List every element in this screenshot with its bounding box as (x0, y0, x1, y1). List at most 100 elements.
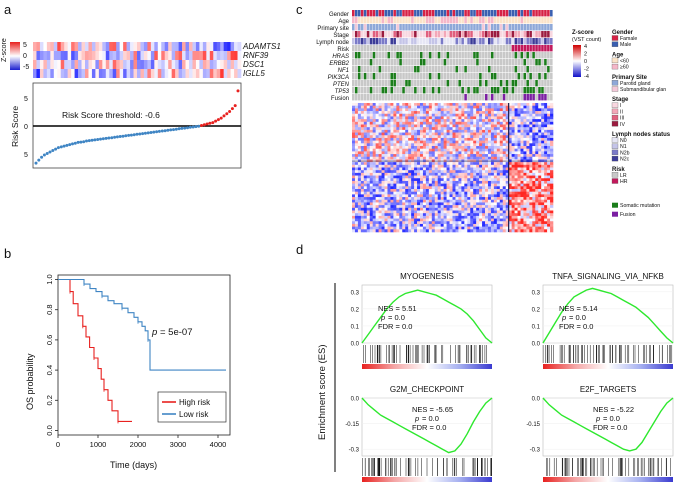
expression-cell (357, 127, 362, 131)
gsea-y-tick: 0.3 (351, 290, 360, 296)
expression-cell (461, 170, 465, 174)
expression-cell (502, 129, 507, 133)
expression-cell (393, 226, 397, 230)
expression-cell (352, 170, 356, 174)
annotation-cell (473, 17, 476, 24)
expression-cell (390, 143, 394, 147)
annotation-cell (479, 38, 482, 45)
expression-cell (517, 210, 521, 214)
expression-cell (419, 221, 424, 225)
gene-label-adamts1: ADAMTS1 (242, 42, 281, 51)
expression-cell (446, 137, 450, 141)
heat-cell (130, 69, 134, 78)
gsea-p-label: p (380, 313, 385, 322)
annotation-cell (393, 80, 396, 87)
expression-cell (482, 207, 486, 211)
expression-cell (508, 170, 512, 174)
expression-cell (529, 210, 533, 214)
expression-cell (517, 191, 521, 195)
annotation-cell (487, 45, 491, 52)
heat-cell (46, 42, 51, 51)
risk-score-dot (236, 89, 240, 93)
annotation-cell (390, 59, 393, 66)
expression-cell (470, 215, 474, 219)
expression-cell (399, 213, 403, 217)
annotation-cell (431, 31, 435, 38)
expression-cell (405, 199, 409, 203)
expression-cell (485, 143, 489, 147)
expression-cell (431, 127, 436, 131)
annotation-cell (443, 73, 447, 80)
expression-cell (352, 148, 356, 152)
annotation-cell (369, 17, 373, 24)
expression-cell (470, 103, 474, 106)
heat-cell (78, 42, 82, 51)
expression-cell (485, 124, 489, 128)
expression-cell (502, 170, 507, 174)
expression-cell (511, 197, 515, 201)
expression-cell (425, 113, 430, 117)
annotation-cell (529, 10, 532, 17)
annotation-cell (473, 10, 476, 17)
expression-cell (476, 194, 480, 198)
heat-cell (143, 69, 148, 78)
expression-cell (375, 175, 379, 179)
expression-cell (458, 215, 462, 219)
expression-cell (490, 156, 495, 160)
expression-cell (443, 175, 447, 179)
expression-cell (354, 210, 359, 214)
expression-cell (408, 197, 412, 201)
expression-cell (535, 129, 539, 133)
expression-cell (428, 108, 433, 112)
expression-cell (496, 129, 501, 133)
expression-cell (511, 164, 515, 168)
annotation-cell (387, 45, 391, 52)
expression-cell (529, 191, 533, 195)
panel-d-letter: d (296, 242, 303, 257)
expression-cell (422, 210, 427, 214)
expression-cell (538, 113, 542, 117)
annotation-cell (417, 24, 420, 31)
legend-item-label: Parotid gland (620, 81, 651, 87)
expression-cell (437, 191, 441, 195)
annotation-cell (493, 17, 497, 24)
expression-cell (547, 108, 551, 112)
expression-cell (464, 172, 468, 176)
expression-cell (541, 135, 545, 139)
heat-cell (192, 42, 197, 51)
expression-cell (425, 129, 430, 133)
expression-cell (431, 164, 436, 168)
expression-cell (550, 116, 554, 120)
expression-cell (508, 213, 512, 217)
expression-cell (411, 215, 415, 219)
heat-cell (195, 69, 200, 78)
expression-cell (393, 113, 397, 117)
heat-cell (178, 69, 183, 78)
expression-cell (449, 197, 453, 201)
expression-cell (408, 164, 412, 168)
expression-cell (517, 148, 521, 152)
expression-cell (464, 129, 468, 133)
expression-cell (437, 172, 441, 176)
expression-cell (544, 111, 548, 115)
expression-cell (473, 140, 477, 144)
expression-cell (414, 215, 418, 219)
annotation-cell (476, 17, 479, 24)
expression-cell (544, 199, 548, 203)
expression-cell (352, 132, 356, 136)
expression-cell (520, 143, 524, 147)
expression-cell (417, 183, 421, 187)
expression-cell (443, 194, 447, 198)
annotation-cell (369, 31, 373, 38)
expression-cell (393, 129, 397, 133)
expression-cell (414, 137, 418, 141)
annotation-cell (514, 59, 518, 66)
expression-cell (363, 180, 368, 184)
expression-cell (419, 164, 424, 168)
expression-cell (467, 172, 471, 176)
annotation-cell (547, 59, 550, 66)
legend-z-tick: 2 (584, 52, 587, 58)
expression-cell (431, 119, 436, 123)
annotation-cell (493, 87, 497, 94)
risk-score-dot (115, 135, 119, 139)
